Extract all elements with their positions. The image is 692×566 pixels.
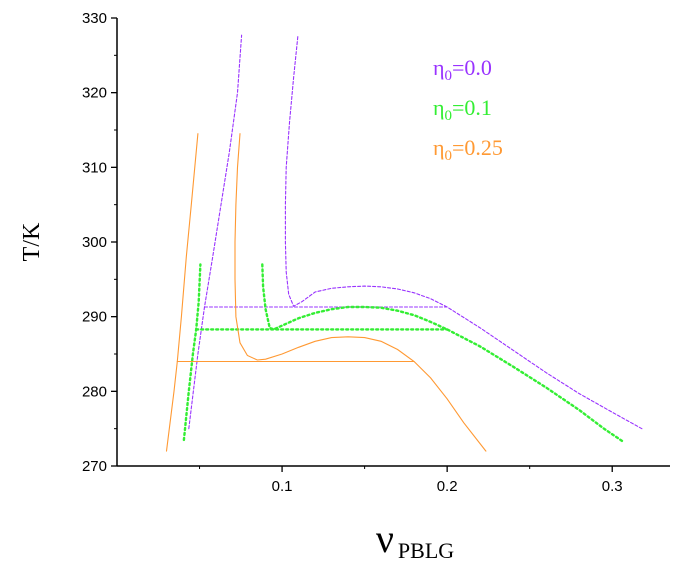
- legend-entry: η0=0.25: [433, 135, 503, 164]
- x-axis-title: ν PBLG: [376, 516, 454, 563]
- y-axis-title: T/K: [19, 222, 45, 261]
- legend-entry: η0=0.0: [433, 55, 492, 84]
- y-tick-label: 300: [82, 234, 107, 251]
- series-0: [188, 34, 643, 430]
- legend: η0=0.0 η0=0.1 η0=0.25: [433, 55, 503, 164]
- x-axis-title-main: ν: [376, 516, 394, 561]
- legend-entry: η0=0.1: [433, 95, 492, 124]
- y-tick-label: 270: [82, 458, 107, 475]
- series-layer: [165, 34, 643, 452]
- y-tick-label: 320: [82, 85, 107, 102]
- plot-frame: [116, 18, 670, 467]
- series-2: [165, 133, 487, 452]
- series-1: [182, 263, 625, 444]
- series-line: [182, 263, 202, 442]
- series-line: [165, 133, 199, 452]
- series-line: [188, 34, 243, 430]
- y-tick-label: 310: [82, 159, 107, 176]
- y-tick-label: 280: [82, 383, 107, 400]
- x-tick-label: 0.1: [272, 478, 293, 495]
- x-tick-label: 0.3: [602, 478, 623, 495]
- series-line: [234, 133, 487, 452]
- series-line: [261, 263, 625, 444]
- x-axis: 0.1 0.2 0.3: [199, 466, 623, 495]
- y-axis: 270 280 290 300 310 320 330: [82, 10, 117, 475]
- x-tick-label: 0.2: [437, 478, 458, 495]
- y-tick-label: 330: [82, 10, 107, 27]
- series-line: [284, 36, 643, 430]
- y-tick-label: 290: [82, 309, 107, 326]
- x-axis-title-sub: PBLG: [398, 538, 454, 563]
